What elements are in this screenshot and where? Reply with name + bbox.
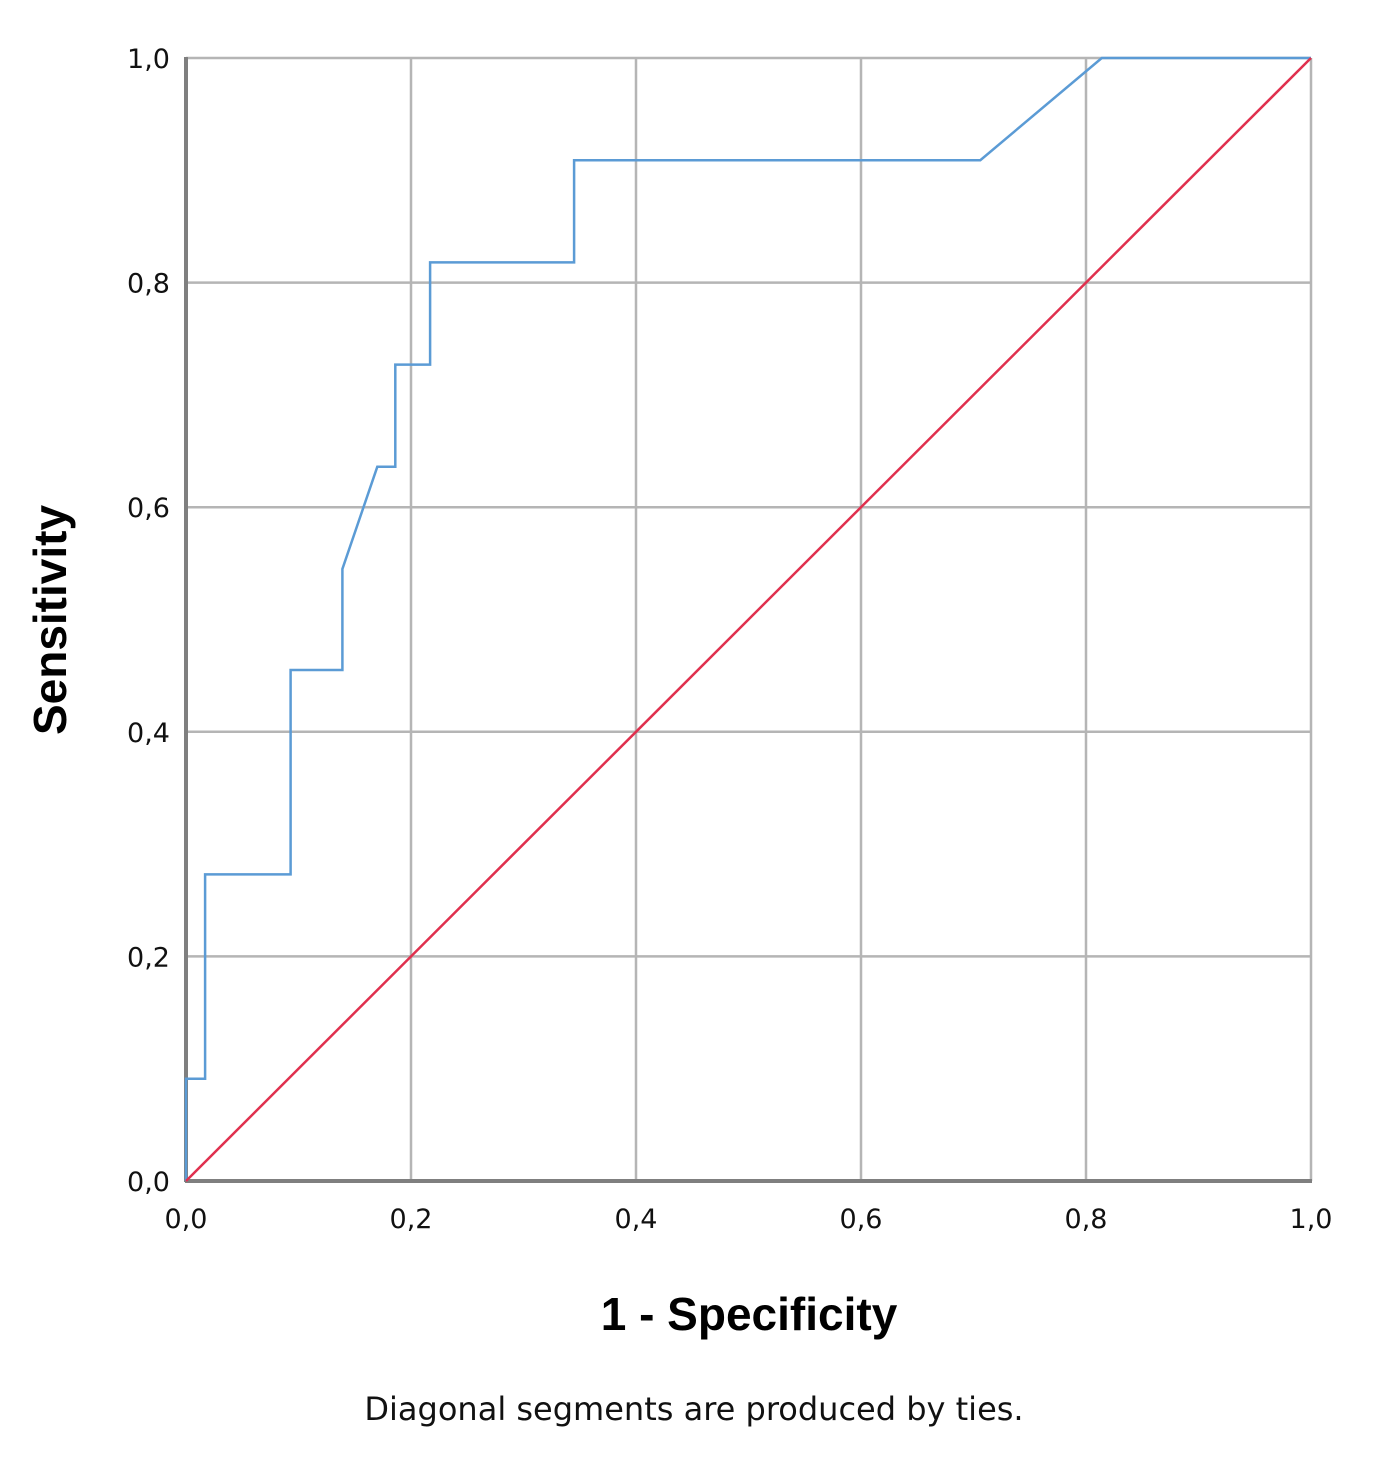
- x-tick-label-5: 1,0: [1290, 1204, 1333, 1235]
- tick-labels: 0,0 0,2 0,4 0,6 0,8 1,0 0,0 0,2 0,4 0,6 0,8 1,0: [127, 44, 1332, 1235]
- y-tick-label-1: 0,2: [127, 942, 170, 973]
- x-axis-title: 1 - Specificity: [601, 1288, 898, 1340]
- y-tick-label-4: 0,8: [127, 269, 170, 300]
- series-roc-curve: [184, 56, 1311, 1181]
- y-tick-label-3: 0,6: [127, 493, 170, 524]
- x-tick-label-1: 0,2: [390, 1204, 433, 1235]
- chart-footnote: Diagonal segments are produced by ties.: [364, 1390, 1024, 1428]
- x-tick-label-4: 0,8: [1065, 1204, 1108, 1235]
- series-reference-line: [185, 57, 1312, 1182]
- x-tick-label-0: 0,0: [165, 1204, 208, 1235]
- series: [184, 56, 1312, 1182]
- x-tick-label-2: 0,4: [615, 1204, 658, 1235]
- axes: [184, 57, 1312, 1183]
- y-tick-label-2: 0,4: [127, 718, 170, 749]
- x-tick-label-3: 0,6: [840, 1204, 883, 1235]
- y-axis-title: Sensitivity: [24, 505, 76, 736]
- y-tick-label-0: 0,0: [127, 1167, 170, 1198]
- y-tick-label-5: 1,0: [127, 44, 170, 75]
